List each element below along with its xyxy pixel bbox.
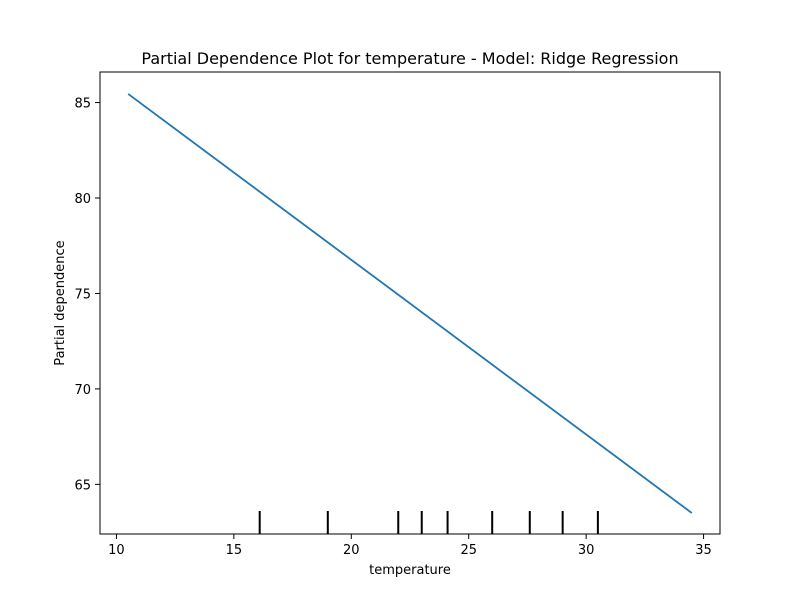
plot-area bbox=[99, 71, 721, 535]
x-tick-label: 35 bbox=[695, 543, 712, 558]
decile-rug bbox=[258, 511, 599, 534]
y-tick-label: 70 bbox=[74, 383, 91, 398]
y-tick-label: 65 bbox=[74, 478, 91, 493]
series-line bbox=[127, 93, 693, 514]
y-axis-label: Partial dependence bbox=[53, 240, 68, 365]
y-tick-label: 80 bbox=[74, 192, 91, 207]
x-tick-label: 20 bbox=[343, 543, 360, 558]
y-tick-label: 75 bbox=[74, 287, 91, 302]
y-axis: 65 70 75 80 85 bbox=[74, 97, 100, 493]
y-tick-label: 85 bbox=[74, 97, 91, 112]
chart-title: Partial Dependence Plot for temperature … bbox=[141, 49, 678, 68]
x-axis-label: temperature bbox=[369, 563, 451, 578]
x-tick-label: 15 bbox=[226, 543, 243, 558]
x-tick-label: 25 bbox=[460, 543, 477, 558]
series-group bbox=[127, 93, 693, 514]
x-axis: 10 15 20 25 30 35 bbox=[108, 534, 712, 558]
x-tick-label: 30 bbox=[578, 543, 595, 558]
x-tick-label: 10 bbox=[108, 543, 125, 558]
plot-frame bbox=[99, 71, 721, 535]
